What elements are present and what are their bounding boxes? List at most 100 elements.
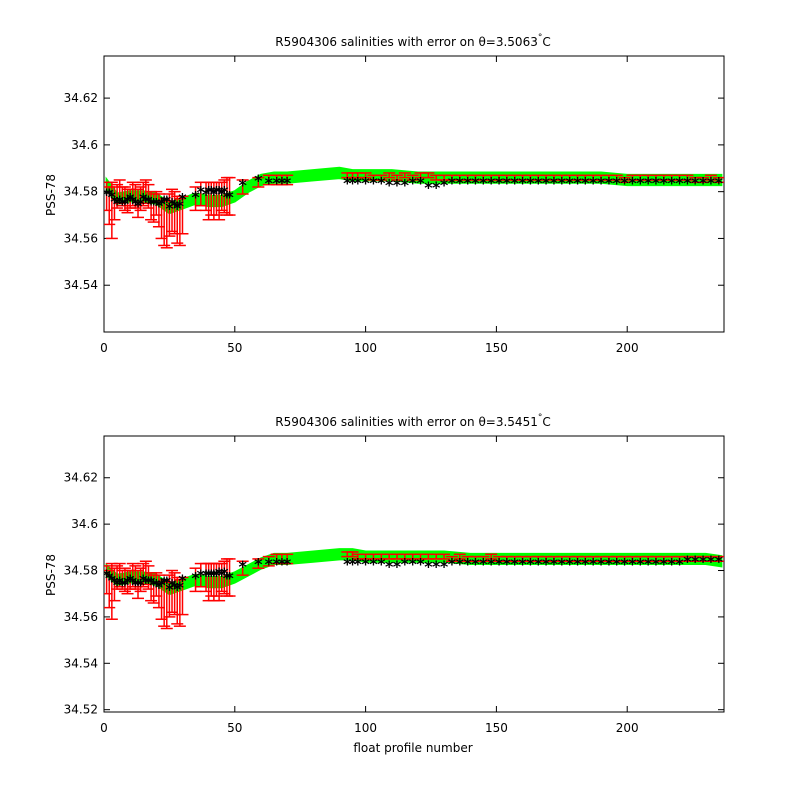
error-bar [223,176,236,216]
data-point: * [573,173,582,192]
data-point: * [131,575,140,594]
data-point: * [448,173,457,192]
data-point: * [265,555,274,574]
data-point: * [613,555,622,574]
data-point: * [121,575,130,594]
data-point: * [432,557,441,576]
error-bar [438,553,451,560]
error-bar [105,181,118,240]
error-bar [152,574,165,609]
data-point: * [191,187,200,206]
error-bar [422,172,435,179]
data-point: * [652,173,661,192]
data-point: * [479,555,488,574]
data-point: * [160,192,169,211]
x-tick-label: 100 [354,341,377,355]
data-point: * [178,571,187,590]
data-point: * [518,555,527,574]
data-point: * [204,566,213,585]
data-point: * [699,173,708,192]
error-bar [134,186,147,212]
y-tick-label: 34.54 [64,656,98,670]
data-point: * [157,575,166,594]
error-bar [126,181,139,207]
data-point: * [144,573,153,592]
y-tick-label: 34.62 [64,91,98,105]
data-point: * [573,555,582,574]
data-point: * [675,555,684,574]
error-bar [252,176,265,188]
data-point: * [667,555,676,574]
bottom-panel-title: R5904306 salinities with error on θ=3.54… [275,413,550,429]
data-point: * [401,555,410,574]
axes-frame [103,435,725,713]
error-bar [150,190,163,216]
data-point: * [134,575,143,594]
data-point: * [636,555,645,574]
data-point: * [163,192,172,211]
data-point: * [129,573,138,592]
data-point: * [385,176,394,195]
error-bar [137,181,150,207]
data-point: * [204,183,213,202]
data-point: * [144,192,153,211]
data-point: * [218,185,227,204]
data-layer: ****************************** **********… [104,166,724,249]
data-point: * [628,555,637,574]
top-panel-title: R5904306 salinities with error on θ=3.50… [275,33,550,49]
data-point: * [511,173,520,192]
data-point: * [150,575,159,594]
error-bar [189,567,202,593]
data-point: * [409,173,418,192]
data-point: * [165,580,174,599]
data-point: * [254,171,263,190]
data-point: * [644,555,653,574]
x-tick-label: 150 [485,721,508,735]
error-bar [704,174,717,181]
data-point: * [416,173,425,192]
data-point: * [238,557,247,576]
data-point: * [613,173,622,192]
data-point: * [147,194,156,213]
y-tick-label: 34.56 [64,231,98,245]
data-point: * [202,185,211,204]
data-point: * [108,187,117,206]
data-point: * [660,173,669,192]
data-point: * [165,199,174,218]
data-point: * [691,173,700,192]
data-point: * [102,566,111,585]
data-point: * [108,571,117,590]
data-point: * [377,173,386,192]
data-point: * [215,183,224,202]
error-bar [281,174,294,186]
x-tick-label: 0 [100,341,108,355]
data-point: * [495,173,504,192]
error-bar [142,565,155,590]
data-point: * [191,568,200,587]
data-point: * [134,197,143,216]
data-point: * [139,571,148,590]
data-point: * [620,555,629,574]
error-bar [223,558,236,597]
error-bar [618,176,631,184]
data-point: * [581,173,590,192]
data-point: * [207,183,216,202]
error-bar [104,569,116,609]
error-bar [176,576,189,616]
data-point: * [589,173,598,192]
mapped-salinity-band [105,548,723,596]
data-point: * [526,555,535,574]
data-point: * [173,580,182,599]
data-point: * [212,183,221,202]
data-point: * [565,555,574,574]
error-bar [108,567,121,602]
data-point: * [110,192,119,211]
data-point: * [620,173,629,192]
error-bar [712,555,724,562]
x-axis-label: float profile number [353,741,472,755]
data-point: * [168,194,177,213]
data-point: * [542,173,551,192]
data-point: * [361,555,370,574]
error-bar [163,193,176,237]
